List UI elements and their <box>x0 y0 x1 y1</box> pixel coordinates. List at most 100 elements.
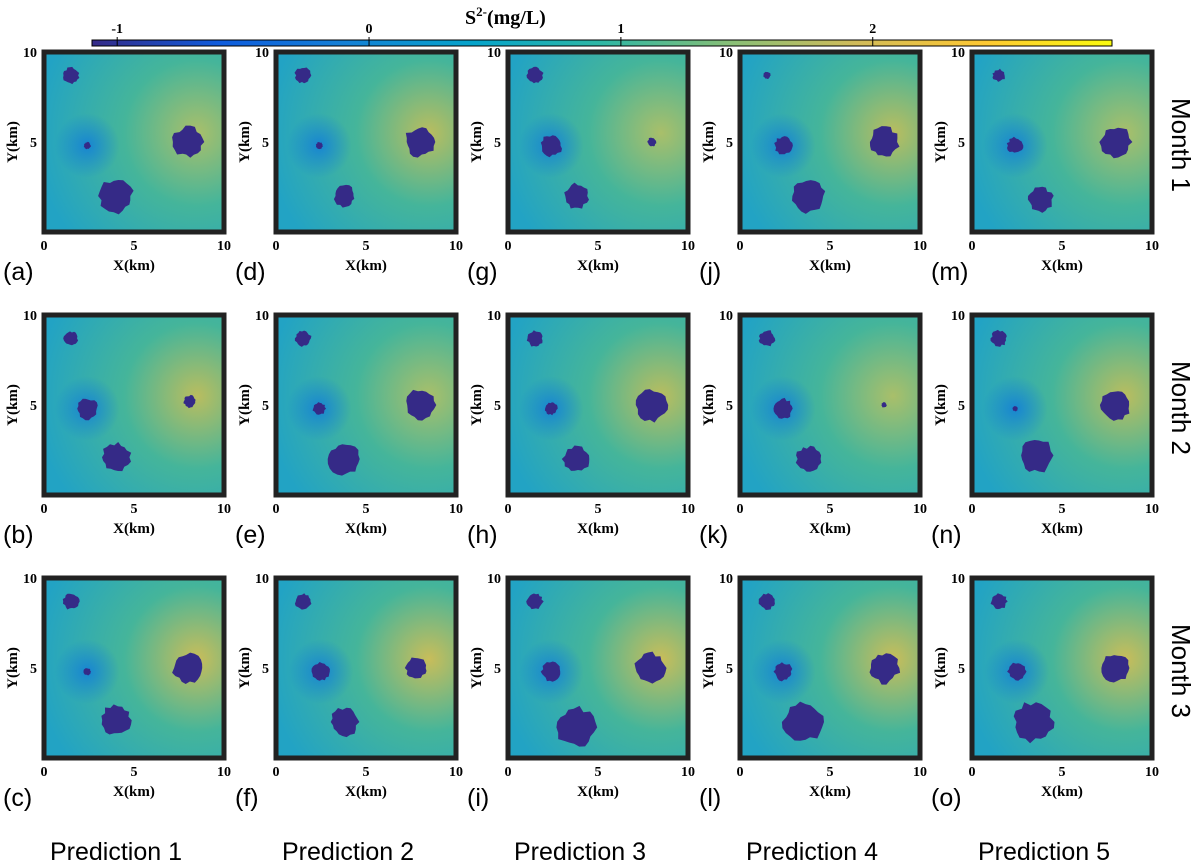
column-labels: Prediction 1 Prediction 2 Prediction 3 Pred… <box>50 838 1110 866</box>
y-tick-label: 10 <box>255 46 269 61</box>
depleted-zone <box>294 593 312 610</box>
x-tick-label: 0 <box>505 765 512 780</box>
depleted-zone <box>172 652 203 684</box>
depleted-zone <box>773 662 793 682</box>
depleted-zone <box>869 653 901 685</box>
y-tick-label: 10 <box>951 309 965 324</box>
x-tick-label: 0 <box>737 765 744 780</box>
panel-frame <box>273 312 459 498</box>
depleted-zone <box>404 657 427 679</box>
depleted-zone <box>406 389 437 421</box>
y-tick-label: 5 <box>726 662 733 677</box>
depleted-zone <box>781 701 824 741</box>
x-axis-label: X(km) <box>113 258 155 274</box>
x-tick-label: 5 <box>363 239 370 254</box>
panel-label: (i) <box>467 784 489 812</box>
y-axis-label: Y(km) <box>5 647 21 689</box>
y-tick-label: 5 <box>30 399 37 414</box>
y-tick-label: 5 <box>726 136 733 151</box>
depleted-zone <box>62 593 80 610</box>
depleted-zone <box>544 402 558 416</box>
depleted-zone <box>1006 136 1024 153</box>
y-tick-label: 5 <box>30 136 37 151</box>
depleted-zone <box>526 330 543 347</box>
panel-label: (c) <box>3 784 32 812</box>
panel-label: (o) <box>931 784 962 812</box>
row-labels: Month 1 Month 2 Month 3 <box>1166 98 1196 718</box>
colorbar-title: S2-(mg/L) <box>465 4 546 29</box>
x-tick-label: 10 <box>913 502 927 517</box>
x-tick-label: 0 <box>969 502 976 517</box>
x-axis-label: X(km) <box>809 521 851 537</box>
y-axis-label: Y(km) <box>237 647 253 689</box>
panel: 0 5 10 5 10 X(km) Y(km) (b) <box>3 309 231 549</box>
x-tick-label: 5 <box>363 765 370 780</box>
x-tick-label: 10 <box>681 239 695 254</box>
depleted-zone <box>98 180 134 215</box>
y-axis-label: Y(km) <box>701 384 717 426</box>
y-tick-label: 10 <box>23 572 37 587</box>
depleted-zone <box>763 71 771 79</box>
x-tick-label: 0 <box>969 765 976 780</box>
y-tick-label: 10 <box>255 572 269 587</box>
x-tick-label: 10 <box>681 502 695 517</box>
colorbar-ticks: -1 0 1 2 <box>111 22 876 46</box>
panel-label: (a) <box>3 258 34 286</box>
depleted-zone <box>1099 391 1130 421</box>
x-axis-label: X(km) <box>577 258 619 274</box>
x-tick-label: 10 <box>1145 239 1159 254</box>
depleted-zone <box>1021 440 1054 473</box>
panel: 0 5 10 5 10 X(km) Y(km) (n) <box>931 309 1159 549</box>
panel-frame <box>969 49 1155 235</box>
y-axis-label: Y(km) <box>237 121 253 163</box>
column-label: Prediction 2 <box>282 838 414 866</box>
panel-frame <box>41 312 227 498</box>
y-tick-label: 10 <box>23 309 37 324</box>
y-tick-label: 5 <box>726 399 733 414</box>
x-tick-label: 5 <box>131 765 138 780</box>
depleted-zone <box>992 68 1005 82</box>
panel: 0 5 10 5 10 X(km) Y(km) (l) <box>699 572 927 812</box>
y-axis-label: Y(km) <box>469 647 485 689</box>
depleted-zone <box>183 394 196 409</box>
depleted-zone <box>315 142 323 150</box>
depleted-zone <box>294 330 312 347</box>
panel: 0 5 10 5 10 X(km) Y(km) (g) <box>467 46 695 286</box>
panel: 0 5 10 5 10 X(km) Y(km) (j) <box>699 46 927 286</box>
x-tick-label: 0 <box>737 502 744 517</box>
x-tick-label: 5 <box>1059 239 1066 254</box>
panel-frame <box>273 575 459 761</box>
x-tick-label: 5 <box>595 239 602 254</box>
y-tick-label: 5 <box>958 136 965 151</box>
depleted-zone <box>540 135 562 158</box>
depleted-zone <box>294 67 312 84</box>
depleted-zone <box>1027 186 1054 213</box>
panel-frame <box>505 575 691 761</box>
panel-frame <box>41 575 227 761</box>
panel-label: (f) <box>235 784 259 812</box>
y-tick-label: 10 <box>487 309 501 324</box>
x-tick-label: 0 <box>505 502 512 517</box>
colorbar-tick-label: 1 <box>617 22 624 37</box>
x-axis-label: X(km) <box>113 784 155 800</box>
y-axis-label: Y(km) <box>701 121 717 163</box>
colorbar-scale <box>91 39 1113 47</box>
x-tick-label: 0 <box>41 239 48 254</box>
panel-frame <box>969 575 1155 761</box>
x-tick-label: 10 <box>681 765 695 780</box>
panel-frame <box>41 49 227 235</box>
y-axis-label: Y(km) <box>933 647 949 689</box>
x-tick-label: 10 <box>913 765 927 780</box>
y-axis-label: Y(km) <box>933 384 949 426</box>
x-tick-label: 5 <box>131 239 138 254</box>
panel: 0 5 10 5 10 X(km) Y(km) (a) <box>3 46 231 286</box>
depleted-zone <box>311 662 330 681</box>
y-axis-label: Y(km) <box>469 384 485 426</box>
x-tick-label: 0 <box>273 765 280 780</box>
x-tick-label: 10 <box>1145 502 1159 517</box>
depleted-zone <box>773 397 793 419</box>
panel: 0 5 10 5 10 X(km) Y(km) (m) <box>931 46 1159 286</box>
x-tick-label: 10 <box>913 239 927 254</box>
x-tick-label: 5 <box>595 502 602 517</box>
